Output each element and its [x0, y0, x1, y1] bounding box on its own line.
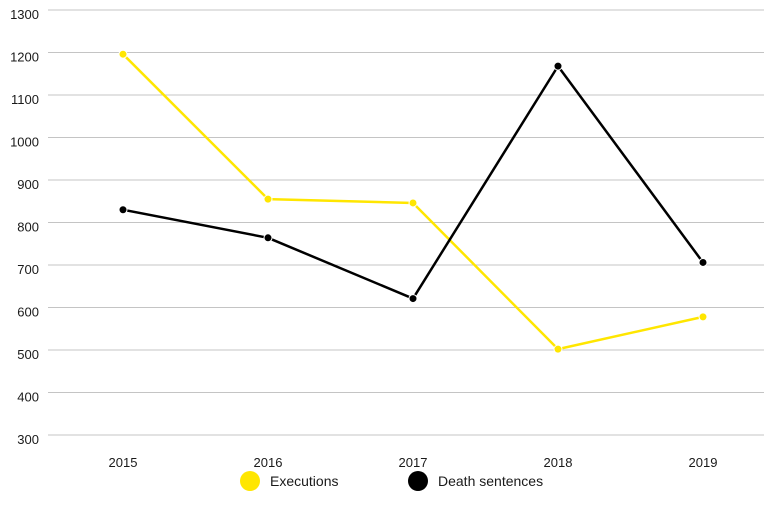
y-gridlines	[48, 9, 764, 436]
data-point	[553, 344, 563, 354]
y-tick-label: 1100	[11, 92, 39, 107]
data-point	[118, 205, 128, 215]
y-tick-label: 1300	[10, 7, 39, 22]
legend-label: Executions	[270, 473, 338, 489]
legend-item: Death sentences	[408, 471, 543, 491]
data-point	[408, 294, 418, 304]
y-tick-label: 900	[17, 177, 39, 192]
legend-swatch	[408, 471, 428, 491]
legend-item: Executions	[240, 471, 338, 491]
y-tick-label: 400	[17, 390, 39, 405]
legend-label: Death sentences	[438, 473, 543, 489]
data-point	[553, 61, 563, 71]
y-tick-label: 700	[17, 262, 39, 277]
x-tick-label: 2017	[399, 455, 428, 470]
series-death-sentences	[118, 61, 708, 304]
data-point	[263, 233, 273, 243]
series-layer	[118, 49, 708, 354]
x-tick-label: 2015	[109, 455, 138, 470]
series-executions	[118, 49, 708, 354]
legend: Executions Death sentences	[240, 471, 543, 491]
data-point	[263, 194, 273, 204]
data-point	[698, 312, 708, 322]
y-tick-label: 800	[17, 220, 39, 235]
series-line	[121, 64, 705, 300]
y-tick-label: 600	[17, 305, 39, 320]
x-tick-label: 2019	[689, 455, 718, 470]
data-point	[698, 257, 708, 267]
y-tick-label: 1200	[10, 50, 39, 65]
legend-swatch	[240, 471, 260, 491]
y-tick-label: 500	[17, 347, 39, 362]
y-tick-label: 1000	[10, 135, 39, 150]
x-tick-label: 2016	[254, 455, 283, 470]
x-tick-label: 2018	[544, 455, 573, 470]
data-point	[118, 49, 128, 59]
x-axis-tick-labels: 2015 2016 2017 2018 2019	[109, 455, 718, 470]
y-axis-tick-labels: 300 400 500 600 700 800 900 1000 1100 1200 1300	[10, 7, 39, 447]
data-point	[408, 198, 418, 208]
y-tick-label: 300	[17, 432, 39, 447]
